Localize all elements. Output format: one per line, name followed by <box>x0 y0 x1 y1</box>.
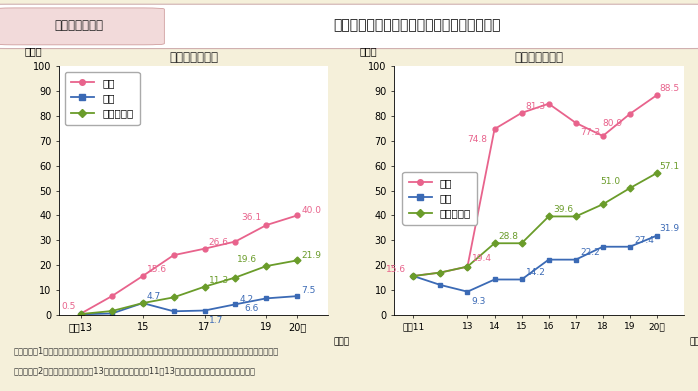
Text: 31.9: 31.9 <box>660 224 680 233</box>
Text: 0.5: 0.5 <box>61 302 76 311</box>
Text: 年度）: 年度） <box>334 337 350 346</box>
Legend: 市区, 町村, 市区町村計: 市区, 町村, 市区町村計 <box>403 172 477 224</box>
Text: 51.0: 51.0 <box>601 177 621 186</box>
Text: 57.1: 57.1 <box>660 162 680 171</box>
Text: 1.7: 1.7 <box>209 316 223 325</box>
Text: 19.4: 19.4 <box>472 254 491 263</box>
Text: 88.5: 88.5 <box>660 84 680 93</box>
Text: 81.3: 81.3 <box>526 102 546 111</box>
Text: 80.9: 80.9 <box>602 119 622 128</box>
Text: 第１－特－５図: 第１－特－５図 <box>54 19 103 32</box>
Text: 19.6: 19.6 <box>237 255 258 264</box>
Text: 26.6: 26.6 <box>209 238 229 247</box>
Text: （備考）　1．内閣府「地方公共団体における男女共同参画社会の形成又は女性に関する施策の推進状況」より作成。: （備考） 1．内閣府「地方公共団体における男女共同参画社会の形成又は女性に関する… <box>14 346 279 355</box>
Title: 【計画策定率】: 【計画策定率】 <box>514 51 564 64</box>
Text: 36.1: 36.1 <box>242 213 262 222</box>
Text: 39.6: 39.6 <box>553 205 573 214</box>
FancyBboxPatch shape <box>0 4 698 48</box>
Text: （％）: （％） <box>359 47 377 57</box>
Text: 15.6: 15.6 <box>385 265 406 274</box>
Text: 14.2: 14.2 <box>526 268 546 277</box>
Text: 21.9: 21.9 <box>302 251 321 260</box>
Text: 15.6: 15.6 <box>147 265 167 274</box>
Text: 40.0: 40.0 <box>302 206 321 215</box>
Text: （％）: （％） <box>24 47 42 57</box>
Text: 6.6: 6.6 <box>244 304 258 313</box>
FancyBboxPatch shape <box>0 8 164 45</box>
Title: 【条例策定率】: 【条例策定率】 <box>169 51 218 64</box>
Text: 2．条例については平成13年，計画については11〜13年の市区・町村別のデータはない。: 2．条例については平成13年，計画については11〜13年の市区・町村別のデータは… <box>14 366 256 375</box>
Text: 7.5: 7.5 <box>302 286 315 295</box>
Text: 市区町村における条例及び計画策定率の推移: 市区町村における条例及び計画策定率の推移 <box>334 18 501 32</box>
Legend: 市区, 町村, 市区町村計: 市区, 町村, 市区町村計 <box>64 72 140 125</box>
Text: 74.8: 74.8 <box>467 135 487 143</box>
Text: 22.2: 22.2 <box>580 248 600 257</box>
Text: 4.2: 4.2 <box>239 294 253 303</box>
Text: 27.4: 27.4 <box>634 235 654 244</box>
Text: 77.3: 77.3 <box>580 128 600 137</box>
Text: 28.8: 28.8 <box>498 232 519 241</box>
Text: 年度）: 年度） <box>690 337 698 346</box>
Text: 4.7: 4.7 <box>147 292 161 301</box>
Text: 11.3: 11.3 <box>209 276 229 285</box>
Text: 9.3: 9.3 <box>472 297 486 306</box>
